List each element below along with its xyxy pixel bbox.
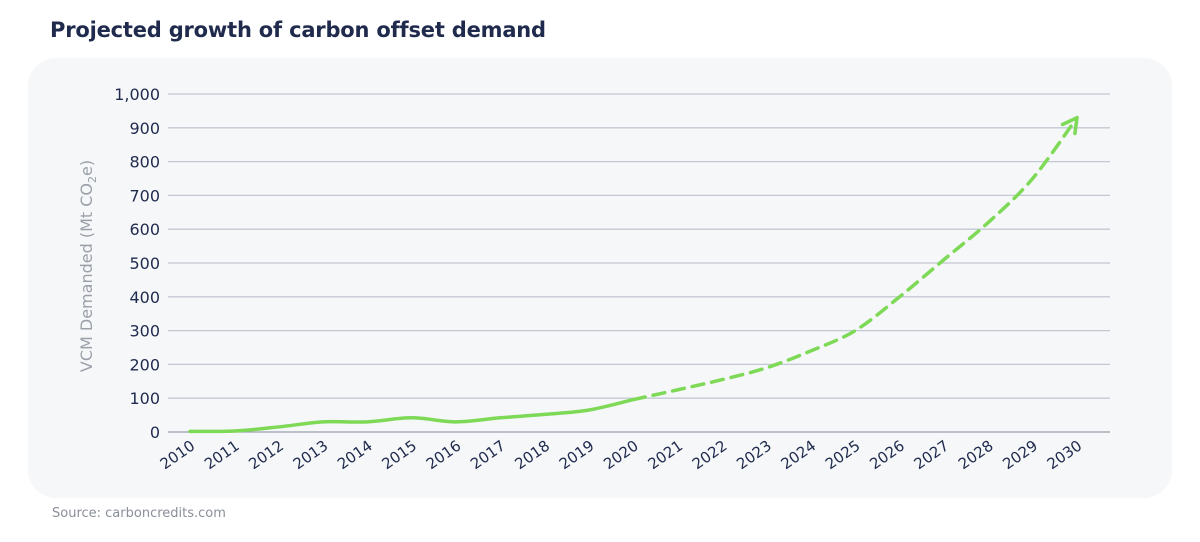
y-tick-label: 600 xyxy=(129,220,160,239)
x-axis-ticks: 2010 2011 2012 2013 2014 2015 2016 2017 2018 2019… xyxy=(157,437,1086,474)
x-tick-label: 2012 xyxy=(245,437,287,474)
y-tick-label: 200 xyxy=(129,355,160,374)
y-tick-label: 0 xyxy=(150,423,160,442)
y-tick-label: 900 xyxy=(129,119,160,138)
series-line-2 xyxy=(631,115,1079,402)
y-tick-label: 800 xyxy=(129,153,160,172)
y-axis-ticks: 0 100 200 300 400 500 600 700 800 900 1,000 xyxy=(114,85,160,442)
y-tick-label: 100 xyxy=(129,389,160,408)
x-tick-label: 2022 xyxy=(689,437,731,474)
x-tick-label: 2026 xyxy=(866,437,908,474)
x-tick-label: 2016 xyxy=(423,437,465,474)
y-axis-label: VCM Demanded (Mt CO2e) xyxy=(77,160,99,372)
x-tick-label: 2017 xyxy=(467,437,509,474)
x-tick-label: 2020 xyxy=(600,437,642,474)
y-tick-label: 1,000 xyxy=(114,85,160,104)
x-tick-label: 2029 xyxy=(999,437,1041,474)
x-tick-label: 2030 xyxy=(1044,437,1086,474)
x-tick-label: 2023 xyxy=(733,437,775,474)
y-tick-label: 300 xyxy=(129,322,160,341)
x-tick-label: 2011 xyxy=(201,437,243,474)
y-tick-label: 700 xyxy=(129,186,160,205)
x-tick-label: 2010 xyxy=(157,437,199,474)
x-tick-label: 2013 xyxy=(290,437,332,474)
x-tick-label: 2021 xyxy=(645,437,687,474)
chart-panel xyxy=(28,58,1172,498)
source-note: Source: carboncredits.com xyxy=(52,506,226,521)
x-tick-label: 2018 xyxy=(511,437,553,474)
arrowhead xyxy=(1060,115,1079,136)
series-group xyxy=(188,115,1079,434)
x-tick-label: 2014 xyxy=(334,437,376,474)
gridlines xyxy=(168,93,1110,433)
x-tick-label: 2025 xyxy=(822,437,864,474)
x-tick-label: 2015 xyxy=(378,437,420,474)
x-tick-label: 2024 xyxy=(778,437,820,474)
y-tick-label: 500 xyxy=(129,254,160,273)
x-tick-label: 2027 xyxy=(911,437,953,474)
x-tick-label: 2019 xyxy=(556,437,598,474)
x-tick-label: 2028 xyxy=(955,437,997,474)
y-tick-label: 400 xyxy=(129,288,160,307)
series-line-1 xyxy=(188,397,636,434)
chart-title: Projected growth of carbon offset demand xyxy=(50,18,546,42)
